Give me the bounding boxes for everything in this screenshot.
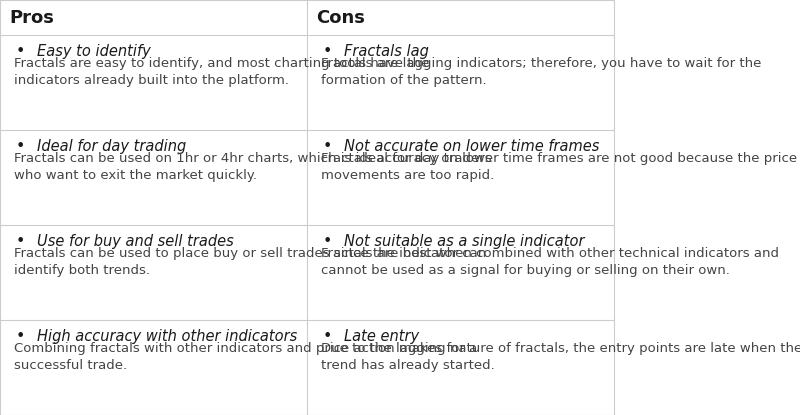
Text: Easy to identify: Easy to identify (37, 44, 150, 59)
Text: •: • (15, 234, 25, 249)
Text: •: • (322, 139, 332, 154)
FancyBboxPatch shape (0, 0, 614, 415)
Text: Fractals accuracy on lower time frames are not good because the price
movements : Fractals accuracy on lower time frames a… (322, 152, 798, 182)
Text: •: • (15, 139, 25, 154)
Text: •: • (322, 234, 332, 249)
Text: •: • (15, 329, 25, 344)
Text: Fractals are best when combined with other technical indicators and
cannot be us: Fractals are best when combined with oth… (322, 247, 779, 277)
Text: Ideal for day trading: Ideal for day trading (37, 139, 186, 154)
Text: Pros: Pros (10, 9, 54, 27)
Text: Not accurate on lower time frames: Not accurate on lower time frames (344, 139, 599, 154)
Text: Fractals can be used to place buy or sell trades since the indicator can
identif: Fractals can be used to place buy or sel… (14, 247, 486, 277)
Text: Cons: Cons (317, 9, 366, 27)
Text: Fractals are lagging indicators; therefore, you have to wait for the
formation o: Fractals are lagging indicators; therefo… (322, 57, 762, 87)
Text: Late entry: Late entry (344, 329, 419, 344)
Text: Combining fractals with other indicators and price action makes for a
successful: Combining fractals with other indicators… (14, 342, 478, 372)
Text: •: • (15, 44, 25, 59)
Text: Fractals can be used on 1hr or 4hr charts, which is ideal for day traders
who wa: Fractals can be used on 1hr or 4hr chart… (14, 152, 492, 182)
Text: Not suitable as a single indicator: Not suitable as a single indicator (344, 234, 585, 249)
Text: Fractals are easy to identify, and most charting tools have the
indicators alrea: Fractals are easy to identify, and most … (14, 57, 430, 87)
Text: High accuracy with other indicators: High accuracy with other indicators (37, 329, 297, 344)
Text: Use for buy and sell trades: Use for buy and sell trades (37, 234, 234, 249)
Text: •: • (322, 329, 332, 344)
Text: Fractals lag: Fractals lag (344, 44, 429, 59)
Text: Due to the lagging nature of fractals, the entry points are late when the
trend : Due to the lagging nature of fractals, t… (322, 342, 800, 372)
Text: •: • (322, 44, 332, 59)
